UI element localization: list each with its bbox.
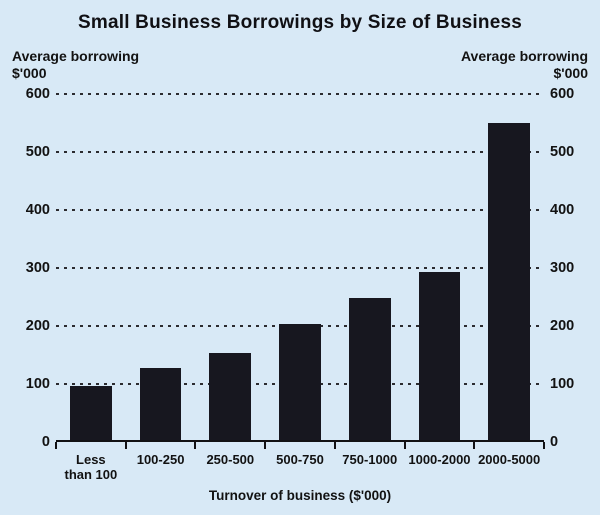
category-label: 750-1000 — [342, 452, 398, 468]
y-tick-label-left-500: 500 — [25, 144, 50, 161]
plot-area — [55, 93, 545, 450]
bar-cell — [195, 94, 265, 443]
category-label: Less than 100 — [64, 452, 118, 483]
bar-750-1000 — [348, 298, 391, 443]
x-axis-title-row: Turnover of business ($'000) — [12, 483, 588, 503]
category-label: 2000-5000 — [478, 452, 541, 468]
right-axis-header-line2: $'000 — [553, 65, 588, 82]
gridline-600 — [56, 93, 544, 96]
bar-cell — [56, 94, 126, 443]
bar-cell — [474, 94, 544, 443]
right-axis-header: Average borrowing $'000 — [461, 48, 588, 82]
y-tick-label-left-400: 400 — [25, 202, 50, 219]
y-tick-label-left-600: 600 — [25, 86, 50, 103]
y-axis-labels-right: 0 100 200 300 400 500 600 — [544, 86, 588, 450]
y-tick-label-left-200: 200 — [25, 318, 50, 335]
x-tick-mark — [403, 442, 406, 450]
axis-headers: Average borrowing $'000 Average borrowin… — [12, 48, 588, 82]
left-axis-header-line2: $'000 — [12, 65, 47, 82]
bar-cell — [265, 94, 335, 443]
y-tick-label-left-300: 300 — [25, 260, 50, 277]
category-label: 1000-2000 — [408, 452, 471, 468]
x-tick-mark — [264, 442, 267, 450]
left-axis-spacer-2 — [12, 483, 56, 503]
left-axis-header: Average borrowing $'000 — [12, 48, 139, 82]
bars — [56, 94, 544, 443]
y-tick-label-right-600: 600 — [550, 86, 575, 103]
x-tick-mark — [543, 442, 545, 450]
y-tick-label-right-200: 200 — [550, 318, 575, 335]
right-axis-header-line1: Average borrowing — [460, 48, 588, 64]
bar-Less-than-100 — [69, 385, 112, 443]
category-axis: Less than 100 100-250 250-500 500-750 750-10… — [12, 442, 588, 483]
bar-cell — [335, 94, 405, 443]
category-label: 100-250 — [136, 452, 185, 468]
y-tick-label-left-100: 100 — [25, 376, 50, 393]
gridline-400 — [56, 209, 544, 212]
gridline-500 — [56, 151, 544, 154]
bar-cell — [126, 94, 196, 443]
gridline-300 — [56, 267, 544, 270]
bar-250-500 — [209, 353, 252, 443]
left-axis-header-line1: Average borrowing — [12, 48, 140, 64]
x-axis-title: Turnover of business ($'000) — [208, 487, 392, 503]
x-tick-mark — [194, 442, 197, 450]
y-tick-label-right-100: 100 — [550, 376, 575, 393]
x-tick-mark — [473, 442, 476, 450]
bar-1000-2000 — [418, 272, 461, 443]
chart-area: 0 100 200 300 400 500 600 0 100 200 300 400 500 600 — [12, 86, 588, 450]
y-tick-label-right-0: 0 — [550, 434, 559, 451]
bar-2000-5000 — [488, 123, 531, 443]
x-axis-line — [56, 440, 544, 443]
y-tick-label-right-400: 400 — [550, 202, 575, 219]
x-tick-mark — [124, 442, 127, 450]
bar-100-250 — [139, 367, 182, 443]
category-label: 500-750 — [276, 452, 324, 468]
y-tick-label-right-500: 500 — [550, 144, 575, 161]
y-tick-label-left-0: 0 — [41, 434, 50, 451]
bar-cell — [405, 94, 475, 443]
category-label: 250-500 — [206, 452, 255, 468]
category-labels: Less than 100 100-250 250-500 500-750 750-10… — [56, 442, 544, 483]
bar-500-750 — [279, 324, 321, 443]
y-axis-labels-left: 0 100 200 300 400 500 600 — [12, 86, 56, 450]
x-tick-mark — [55, 442, 57, 450]
y-tick-label-right-300: 300 — [550, 260, 575, 277]
chart-title: Small Business Borrowings by Size of Bus… — [77, 12, 522, 33]
right-axis-spacer-2 — [544, 483, 588, 503]
x-tick-mark — [333, 442, 336, 450]
